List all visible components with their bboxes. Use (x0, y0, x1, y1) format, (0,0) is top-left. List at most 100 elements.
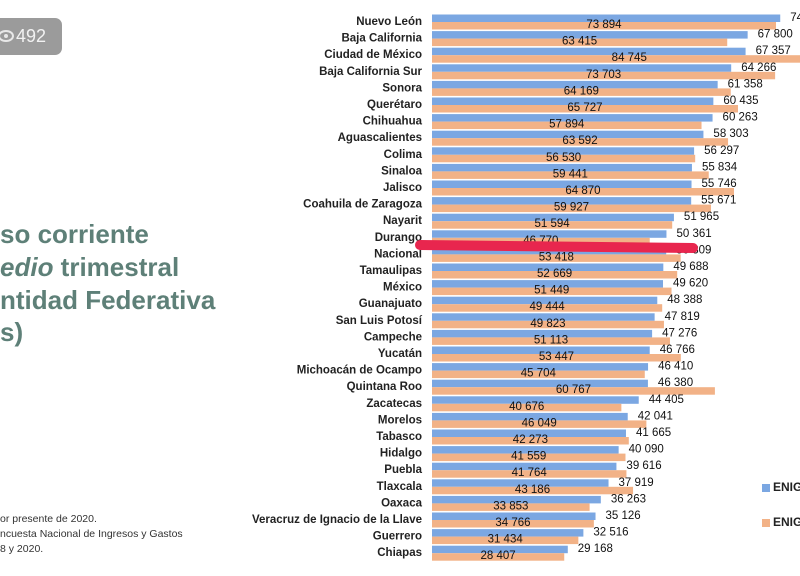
bar (432, 114, 713, 122)
category-label: Nuevo León (356, 16, 422, 28)
category-label: Jalisco (383, 182, 422, 194)
value-label: 64 870 (565, 185, 600, 197)
value-label: 41 559 (511, 451, 546, 463)
value-label: 39 616 (626, 460, 661, 472)
bar (432, 420, 647, 428)
value-label: 57 894 (549, 119, 585, 131)
bar (432, 553, 565, 561)
bar (432, 121, 702, 130)
category-label: Nacional (374, 248, 422, 260)
category-label: Ciudad de México (324, 49, 422, 61)
value-label: 65 727 (567, 102, 602, 114)
value-label: 40 090 (629, 444, 664, 456)
category-label: San Luis Potosí (336, 315, 423, 327)
footnote: 8 y 2020. (0, 543, 43, 555)
bar (432, 254, 681, 262)
value-label: 56 530 (546, 152, 581, 164)
bar (432, 363, 649, 371)
bar (432, 204, 711, 213)
value-label: 31 434 (488, 534, 524, 546)
bar (432, 22, 777, 30)
value-label: 58 303 (713, 128, 748, 140)
value-label: 28 407 (481, 550, 516, 562)
category-label: Guanajuato (359, 298, 422, 310)
bar (432, 88, 731, 96)
bar (432, 38, 728, 47)
value-label: 46 766 (660, 344, 695, 356)
category-label: Campeche (364, 331, 422, 343)
value-label: 73 894 (586, 19, 622, 31)
value-label: 84 745 (612, 52, 647, 64)
value-label: 51 449 (534, 285, 569, 297)
bar (432, 387, 715, 395)
value-label: 49 620 (673, 278, 708, 290)
value-label: 60 767 (556, 384, 591, 396)
value-label: 41 665 (636, 427, 671, 439)
bar (432, 429, 626, 437)
category-label: Michoacán de Ocampo (297, 365, 422, 377)
category-label: Morelos (378, 414, 422, 426)
bar (432, 97, 714, 105)
category-label: Chihuahua (363, 116, 423, 128)
title-line: edio trimestral (0, 252, 179, 282)
value-label: 46 380 (658, 377, 693, 389)
bar (432, 188, 735, 196)
badge-bg (0, 18, 62, 55)
value-label: 55 746 (702, 178, 737, 190)
bar (432, 346, 650, 354)
value-label: 55 671 (701, 195, 736, 207)
bar (432, 313, 655, 321)
category-label: Puebla (384, 464, 422, 476)
category-label: Guerrero (373, 531, 422, 543)
value-label: 61 358 (728, 78, 763, 90)
value-label: 74 800 (790, 12, 800, 24)
bar (432, 263, 664, 271)
value-label: 67 800 (758, 29, 793, 41)
title-line: so corriente (0, 219, 149, 249)
value-label: 49 444 (530, 301, 566, 313)
value-label: 51 965 (684, 211, 719, 223)
category-label: Quintana Roo (347, 381, 422, 393)
bar (432, 80, 718, 89)
bar (432, 453, 626, 462)
bar (432, 396, 639, 404)
bar (432, 329, 653, 338)
category-label: Baja California (341, 33, 422, 45)
title-italic: edio (0, 252, 54, 282)
legend-swatch (762, 484, 770, 492)
legend-label: ENIGH 2020 (773, 480, 800, 494)
view-count: 492 (16, 26, 46, 46)
legend-swatch (762, 519, 770, 527)
category-label: Sonora (382, 82, 422, 94)
value-label: 64 266 (741, 62, 776, 74)
value-label: 34 766 (495, 517, 530, 529)
bar (432, 230, 667, 238)
bar (432, 221, 673, 229)
value-label: 63 415 (562, 36, 597, 48)
bar (432, 213, 674, 222)
bar (432, 503, 590, 511)
bar (432, 47, 746, 56)
bar (432, 470, 627, 478)
category-label: Querétaro (367, 99, 422, 111)
bar (432, 163, 692, 172)
value-label: 44 405 (649, 394, 684, 406)
value-label: 35 126 (606, 510, 641, 522)
value-label: 42 273 (513, 434, 548, 446)
value-label: 51 113 (534, 334, 568, 346)
value-label: 37 919 (619, 477, 654, 489)
bar (432, 412, 628, 421)
category-label: Chiapas (377, 547, 422, 559)
view-badge: 492 (0, 18, 62, 55)
value-label: 41 764 (512, 467, 548, 479)
value-label: 55 834 (702, 161, 738, 173)
category-label: Nayarit (383, 215, 422, 227)
value-label: 52 669 (537, 268, 572, 280)
bar (432, 147, 695, 155)
value-label: 40 676 (509, 401, 544, 413)
bar (432, 403, 622, 412)
bar (432, 180, 692, 188)
category-label: Tlaxcala (377, 481, 423, 493)
value-label: 33 853 (493, 500, 528, 512)
